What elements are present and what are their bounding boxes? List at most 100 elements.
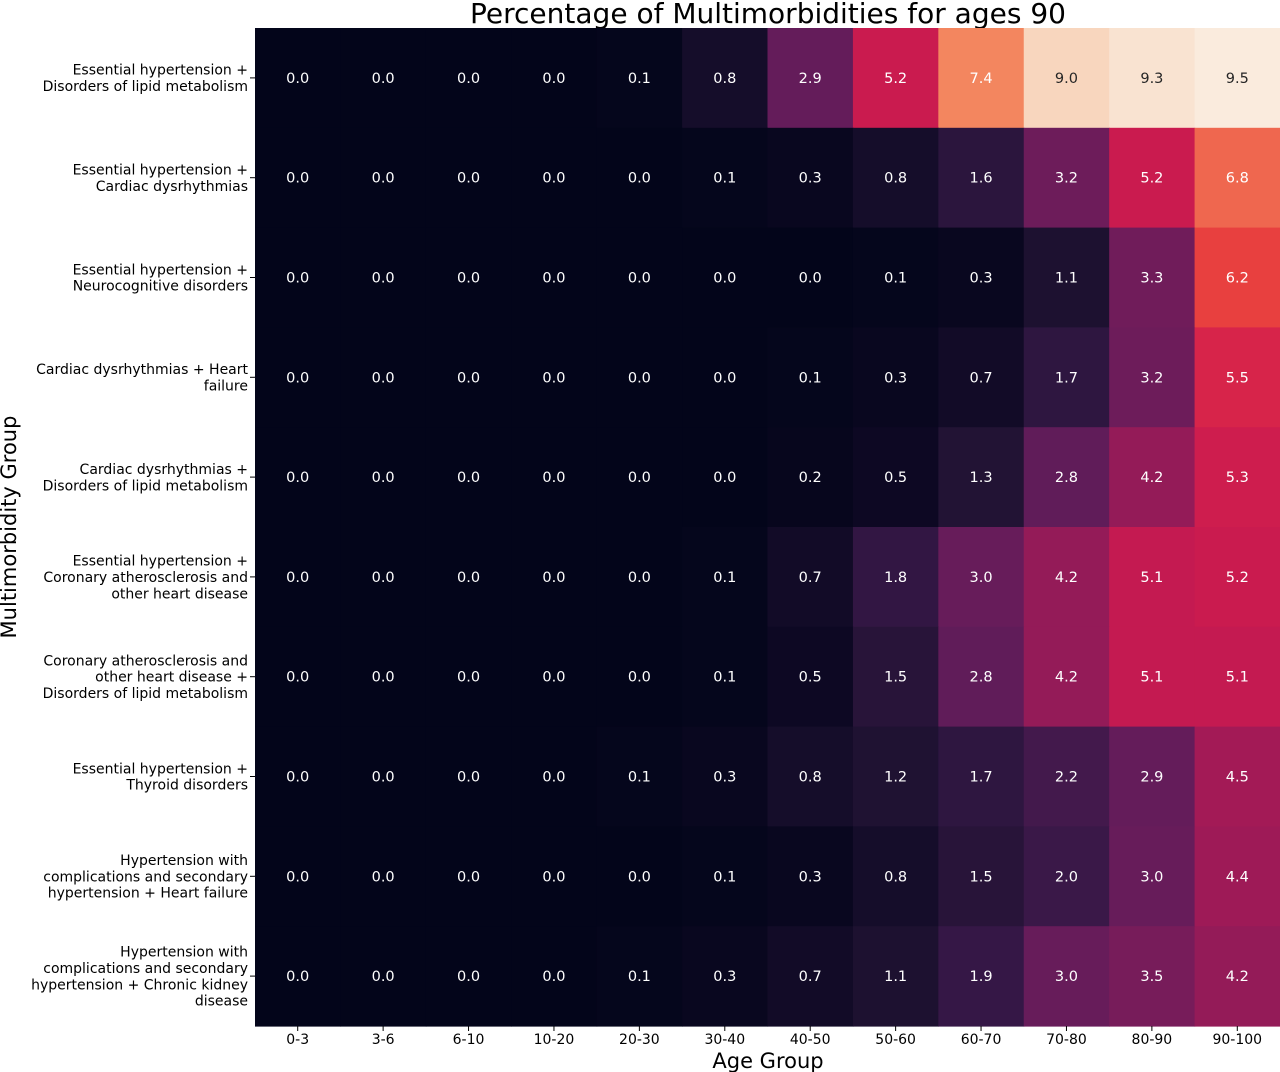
heatmap-cell [767, 826, 854, 927]
cell-value-label: 0.1 [713, 171, 736, 187]
x-tick-label: 40-50 [790, 1032, 831, 1048]
heatmap-cell [1109, 726, 1196, 827]
cell-value-label: 9.3 [1140, 71, 1163, 87]
cell-value-label: 1.2 [884, 770, 907, 786]
heatmap-cell [596, 626, 683, 728]
heatmap-cell [1194, 626, 1280, 728]
cell-value-label: 0.0 [457, 869, 480, 885]
heatmap-cell [682, 28, 769, 129]
heatmap-cell [596, 28, 683, 129]
cell-value-label: 0.0 [286, 969, 309, 985]
cell-value-label: 3.2 [1140, 370, 1163, 386]
cell-value-label: 0.0 [457, 770, 480, 786]
heatmap-cell [1194, 28, 1280, 129]
cell-value-label: 0.0 [457, 570, 480, 586]
heatmap-cell [255, 327, 342, 428]
cell-value-label: 0.0 [542, 271, 565, 287]
heatmap-cell [1194, 527, 1280, 628]
cell-value-label: 4.2 [1140, 470, 1163, 486]
cell-value-label: 2.9 [1140, 770, 1163, 786]
heatmap-cell [1023, 826, 1110, 927]
cell-value-label: 9.0 [1055, 71, 1078, 87]
heatmap-cell [511, 227, 598, 328]
cell-value-label: 0.0 [372, 670, 395, 686]
cell-value-label: 0.0 [372, 570, 395, 586]
heatmap-cell [767, 626, 854, 728]
cell-value-label: 0.0 [628, 470, 651, 486]
cell-value-label: 0.0 [372, 71, 395, 87]
x-tick-label: 30-40 [704, 1032, 745, 1048]
cell-value-label: 0.8 [713, 71, 736, 87]
cell-value-label: 5.2 [1140, 171, 1163, 187]
heatmap-cell [425, 227, 512, 328]
heatmap-cell [852, 826, 939, 927]
heatmap-cell [938, 327, 1025, 428]
cell-value-label: 0.8 [799, 770, 822, 786]
heatmap-cell [596, 926, 683, 1027]
cell-value-label: 2.9 [799, 71, 822, 87]
heatmap-cell [682, 826, 769, 927]
heatmap-cell [852, 427, 939, 528]
cell-value-label: 6.2 [1226, 271, 1249, 287]
cell-value-label: 0.0 [799, 271, 822, 287]
heatmap-cell [596, 127, 683, 229]
cell-value-label: 2.0 [1055, 869, 1078, 885]
cell-value-label: 0.0 [372, 770, 395, 786]
cell-value-label: 4.2 [1055, 570, 1078, 586]
heatmap-cell [255, 726, 342, 827]
cell-value-label: 0.0 [372, 969, 395, 985]
cell-value-label: 2.8 [970, 670, 993, 686]
cell-value-label: 3.0 [1140, 869, 1163, 885]
cell-value-label: 0.3 [970, 271, 993, 287]
cell-value-label: 5.3 [1226, 470, 1249, 486]
heatmap-cell [767, 127, 854, 229]
cell-value-label: 3.2 [1055, 171, 1078, 187]
y-tick-label: Cardiac dysrhythmias + Heart failure [36, 362, 248, 394]
cell-value-label: 0.8 [884, 171, 907, 187]
heatmap-cell [1194, 327, 1280, 428]
cell-value-label: 0.1 [628, 770, 651, 786]
cell-value-label: 0.0 [542, 470, 565, 486]
cell-value-label: 0.0 [457, 969, 480, 985]
heatmap-cell [340, 726, 427, 827]
cell-value-label: 0.0 [286, 171, 309, 187]
heatmap-cell [1023, 926, 1110, 1027]
x-tick-label: 50-60 [875, 1032, 916, 1048]
heatmap-cell [852, 327, 939, 428]
cell-value-label: 0.0 [372, 470, 395, 486]
y-tick-label: Hypertension with complications and secon… [31, 945, 248, 1010]
heatmap-cell [767, 28, 854, 129]
cell-value-label: 5.1 [1140, 670, 1163, 686]
cell-value-label: 0.0 [542, 869, 565, 885]
x-tick-label: 90-100 [1212, 1032, 1262, 1048]
heatmap-cell [511, 726, 598, 827]
x-tick-label: 0-3 [286, 1032, 309, 1048]
heatmap-cell [682, 227, 769, 328]
heatmap-cell [767, 527, 854, 628]
cell-value-label: 0.0 [286, 271, 309, 287]
cell-value-label: 1.5 [884, 670, 907, 686]
heatmap-cell [596, 327, 683, 428]
heatmap-cell [1194, 926, 1280, 1027]
cell-value-label: 2.2 [1055, 770, 1078, 786]
cell-value-label: 2.8 [1055, 470, 1078, 486]
heatmap-cell [938, 28, 1025, 129]
heatmap-cell [340, 527, 427, 628]
cell-value-label: 0.7 [970, 370, 993, 386]
y-tick-label: Hypertension with complications and secon… [43, 853, 248, 902]
heatmap-cell [511, 427, 598, 528]
cell-value-label: 1.1 [1055, 271, 1078, 287]
heatmap-cell [938, 127, 1025, 229]
cell-value-label: 5.2 [1226, 570, 1249, 586]
heatmap-cell [852, 527, 939, 628]
heatmap-cell [1194, 227, 1280, 328]
heatmap-cell [596, 826, 683, 927]
cell-value-label: 0.0 [542, 370, 565, 386]
x-tick-label: 70-80 [1046, 1032, 1087, 1048]
cell-value-label: 0.5 [884, 470, 907, 486]
cell-value-label: 4.5 [1226, 770, 1249, 786]
cell-value-label: 1.5 [970, 869, 993, 885]
heatmap-cell [1023, 527, 1110, 628]
heatmap-cell [938, 926, 1025, 1027]
heatmap-cell [511, 527, 598, 628]
